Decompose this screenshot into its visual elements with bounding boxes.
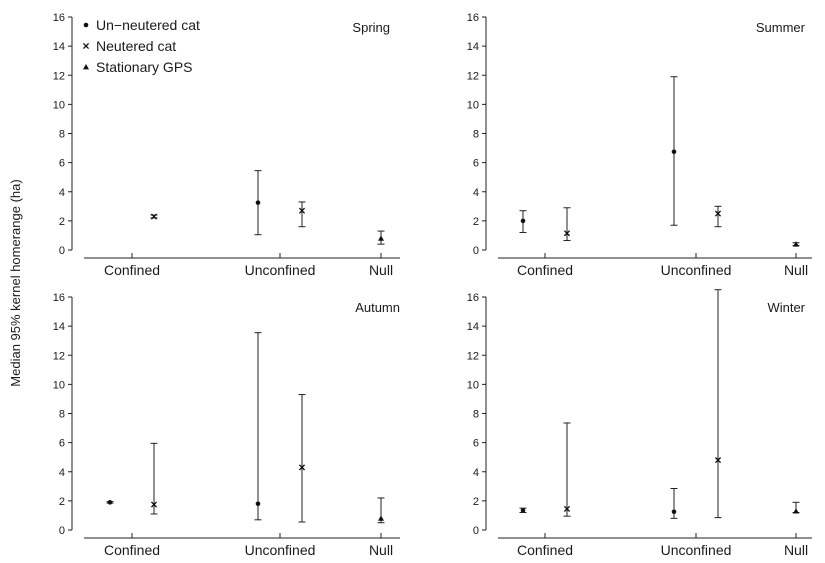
y-tick-label: 2 bbox=[59, 496, 65, 508]
data-point bbox=[563, 422, 571, 517]
y-tick-label: 12 bbox=[53, 350, 65, 362]
data-point bbox=[298, 201, 306, 228]
y-tick-label: 14 bbox=[467, 321, 479, 333]
y-tick-label: 4 bbox=[59, 187, 65, 199]
data-point bbox=[377, 497, 385, 524]
y-tick-label: 0 bbox=[473, 245, 479, 257]
data-point bbox=[519, 210, 527, 234]
y-tick-label: 16 bbox=[467, 292, 479, 304]
legend-item: Neutered cat bbox=[82, 38, 176, 54]
y-axis-label: Median 95% kernel homerange (ha) bbox=[8, 179, 23, 386]
y-tick-label: 12 bbox=[467, 350, 479, 362]
y-tick-label: 2 bbox=[473, 496, 479, 508]
x-tick-label: Confined bbox=[517, 262, 573, 278]
x-tick-label: Null bbox=[784, 542, 808, 558]
y-tick-label: 0 bbox=[59, 245, 65, 257]
x-tick-label: Confined bbox=[104, 262, 160, 278]
panel-title: Winter bbox=[767, 300, 805, 315]
panel-title: Autumn bbox=[355, 300, 400, 315]
y-tick-label: 4 bbox=[473, 467, 479, 479]
y-tick-label: 8 bbox=[59, 409, 65, 421]
legend-item: Un−neutered cat bbox=[83, 17, 200, 33]
data-point bbox=[714, 289, 722, 519]
y-tick-label: 8 bbox=[473, 409, 479, 421]
x-tick-label: Unconfined bbox=[245, 262, 316, 278]
x-tick-label: Null bbox=[369, 262, 393, 278]
y-tick-label: 6 bbox=[59, 158, 65, 170]
x-tick-label: Unconfined bbox=[661, 542, 732, 558]
y-tick-label: 10 bbox=[467, 379, 479, 391]
panel-title: Summer bbox=[756, 20, 806, 35]
y-tick-label: 16 bbox=[53, 292, 65, 304]
y-tick-label: 6 bbox=[473, 158, 479, 170]
y-tick-label: 14 bbox=[467, 41, 479, 53]
y-tick-label: 10 bbox=[53, 99, 65, 111]
y-tick-label: 0 bbox=[473, 525, 479, 537]
y-tick-label: 4 bbox=[59, 467, 65, 479]
panel-title: Spring bbox=[352, 20, 390, 35]
panel-winter: 0 2 4 6 8 10 12 14 16 Confined Unconfined Null Winte… bbox=[467, 289, 812, 558]
y-tick-label: 12 bbox=[467, 70, 479, 82]
x-tick-label: Unconfined bbox=[245, 542, 316, 558]
panel-summer: 0 2 4 6 8 10 12 14 16 Confined Unconfined Null Summe… bbox=[467, 12, 812, 278]
x-tick-label: Unconfined bbox=[661, 262, 732, 278]
x-tick-label: Confined bbox=[104, 542, 160, 558]
panels: 0 2 4 6 8 10 12 14 16 Confined Unconfined Null Sprin… bbox=[53, 12, 812, 558]
data-point bbox=[254, 170, 262, 236]
data-point bbox=[298, 394, 306, 523]
y-tick-label: 6 bbox=[473, 438, 479, 450]
data-point bbox=[150, 442, 158, 515]
legend-label: Un−neutered cat bbox=[96, 17, 200, 33]
panel-spring: 0 2 4 6 8 10 12 14 16 Confined Unconfined Null Sprin… bbox=[53, 12, 400, 278]
data-point bbox=[377, 230, 385, 245]
data-point bbox=[670, 487, 678, 519]
x-tick-label: Null bbox=[784, 262, 808, 278]
x-tick-label: Null bbox=[369, 542, 393, 558]
y-tick-label: 16 bbox=[53, 12, 65, 24]
data-point bbox=[254, 332, 262, 521]
data-point bbox=[106, 500, 114, 505]
y-tick-label: 4 bbox=[473, 187, 479, 199]
y-tick-label: 14 bbox=[53, 321, 65, 333]
y-tick-label: 2 bbox=[59, 216, 65, 228]
legend: Un−neutered cat Neutered cat Stationary GP… bbox=[82, 17, 200, 75]
y-tick-label: 8 bbox=[473, 129, 479, 141]
y-tick-label: 2 bbox=[473, 216, 479, 228]
panel-autumn: 0 2 4 6 8 10 12 14 16 Confined Unconfined Null Autum… bbox=[53, 292, 400, 558]
data-point bbox=[150, 213, 158, 220]
legend-item: Stationary GPS bbox=[83, 59, 193, 75]
legend-label: Stationary GPS bbox=[96, 59, 193, 75]
legend-label: Neutered cat bbox=[96, 38, 176, 54]
y-tick-label: 10 bbox=[53, 379, 65, 391]
y-tick-label: 8 bbox=[59, 129, 65, 141]
x-tick-label: Confined bbox=[517, 542, 573, 558]
y-tick-label: 16 bbox=[467, 12, 479, 24]
data-point bbox=[670, 76, 678, 226]
data-point bbox=[792, 501, 800, 514]
data-point bbox=[792, 241, 800, 247]
y-tick-label: 14 bbox=[53, 41, 65, 53]
y-tick-label: 12 bbox=[53, 70, 65, 82]
y-tick-label: 0 bbox=[59, 525, 65, 537]
data-point bbox=[714, 205, 722, 228]
y-tick-label: 6 bbox=[59, 438, 65, 450]
data-point bbox=[563, 207, 571, 242]
y-tick-label: 10 bbox=[467, 99, 479, 111]
data-point bbox=[519, 507, 527, 514]
